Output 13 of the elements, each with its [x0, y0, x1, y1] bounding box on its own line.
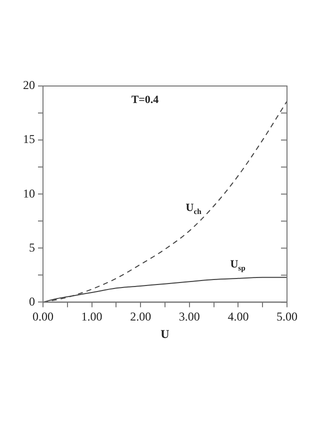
x-tick-label: 0.00 — [32, 310, 54, 324]
x-tick-label: 5.00 — [276, 310, 298, 324]
y-tick-label: 20 — [23, 78, 35, 92]
y-tick-label: 10 — [23, 186, 35, 200]
x-axis-title: U — [160, 326, 170, 341]
x-tick-label: 2.00 — [130, 310, 152, 324]
y-tick-label: 5 — [29, 240, 35, 254]
y-tick-label: 15 — [23, 132, 35, 146]
x-tick-label: 3.00 — [178, 310, 200, 324]
annotation: T=0.4 — [131, 94, 160, 106]
y-tick-label: 0 — [29, 294, 35, 308]
x-tick-label: 1.00 — [81, 310, 102, 324]
x-tick-label: 4.00 — [228, 310, 249, 324]
